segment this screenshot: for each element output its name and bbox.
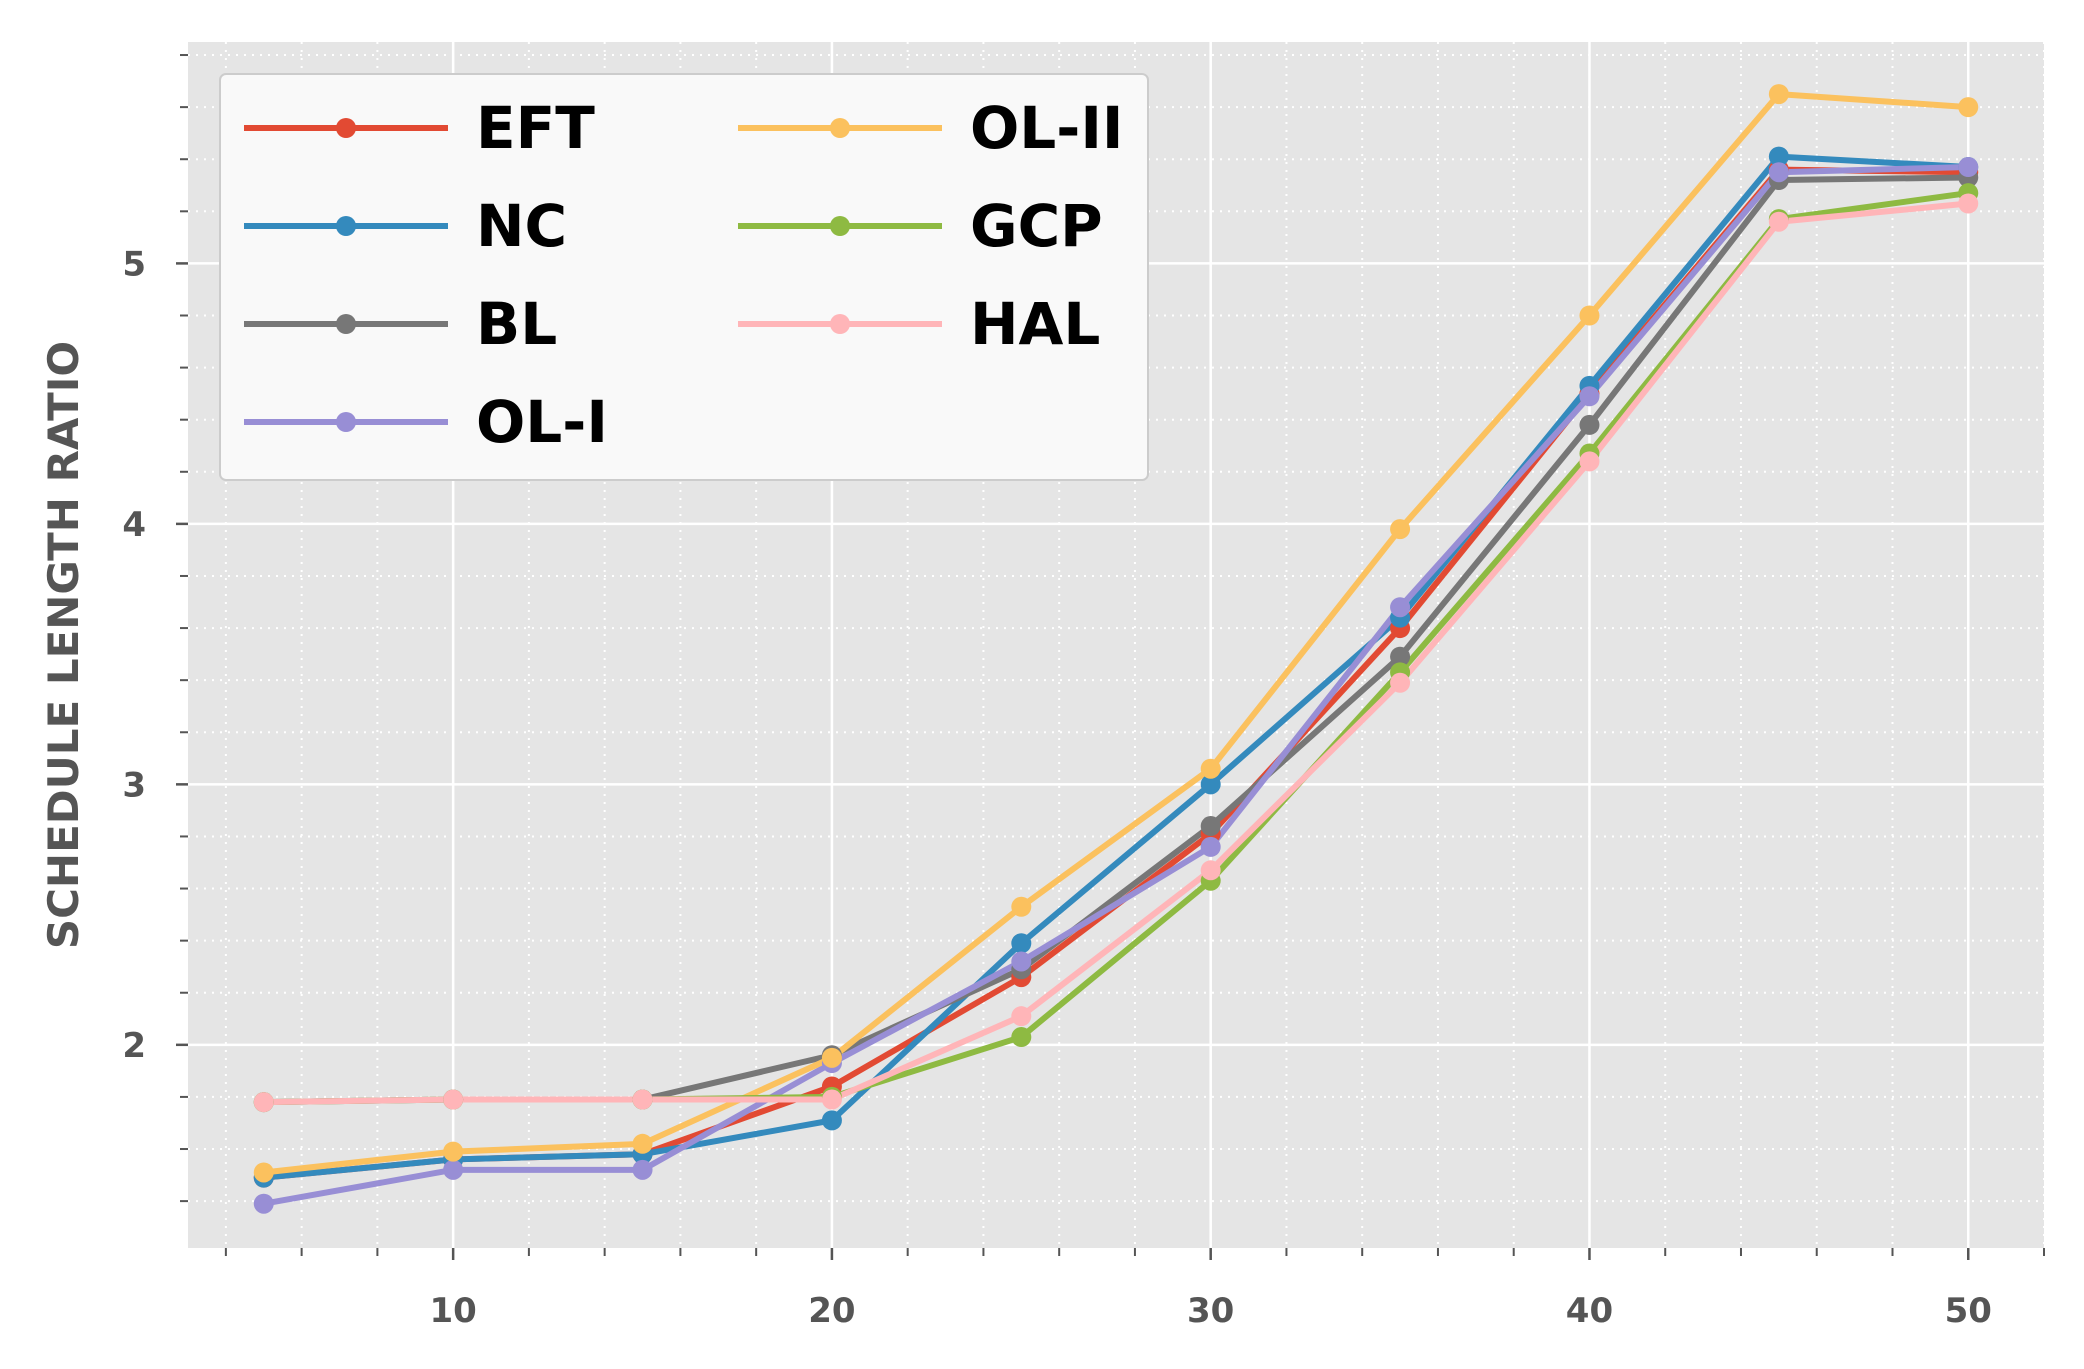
legend-swatch-marker-nc [336,216,356,236]
legend-label-eft: EFT [476,94,595,162]
legend-box [219,73,1149,481]
legend-label-bl: BL [476,290,557,358]
data-point-ol-ii [1390,519,1411,540]
axis-ticks [176,54,2045,1260]
x-tick-label: 10 [429,1291,476,1331]
y-tick-label: 2 [122,1026,146,1066]
y-axis-title: SCHEDULE LENGTH RATIO [39,341,88,949]
data-point-hal [1011,1006,1032,1027]
x-tick-label: 30 [1187,1291,1234,1331]
series-lines [260,91,1972,1207]
data-point-ol-ii [1579,305,1600,326]
series-line-nc [260,153,1972,1181]
data-point-bl [1579,414,1600,435]
data-point-ol-i [1390,597,1411,618]
data-point-hal [1768,211,1789,232]
x-tick-label: 50 [1945,1291,1992,1331]
data-point-ol-i [443,1159,464,1180]
legend-swatch-marker-bl [336,314,356,334]
data-point-nc [821,1110,842,1131]
data-point-ol-ii [1958,97,1979,118]
data-point-ol-ii [1200,758,1221,779]
legend-swatch-marker-eft [336,118,356,138]
legend-label-gcp: GCP [970,192,1103,260]
data-point-gcp [1011,1027,1032,1048]
data-point-ol-ii [1011,896,1032,917]
data-point-ol-i [253,1193,274,1214]
data-point-ol-i [1011,951,1032,972]
x-tick-label: 40 [1566,1291,1613,1331]
y-tick-label: 4 [122,505,146,545]
data-point-ol-i [632,1159,653,1180]
data-point-ol-i [1579,386,1600,407]
data-point-nc [1011,933,1032,954]
data-point-hal [443,1089,464,1110]
legend-items: EFT NC BL OL-I OL-II GCP HAL [244,94,1124,456]
data-point-hal [821,1089,842,1110]
legend-swatch-marker-gcp [830,216,850,236]
y-tick-label: 5 [122,244,146,284]
data-point-ol-ii [1768,84,1789,105]
data-point-nc [1200,774,1221,795]
legend-label-ol-ii: OL-II [970,94,1124,162]
data-point-hal [1958,193,1979,214]
data-point-hal [632,1089,653,1110]
data-point-ol-ii [821,1047,842,1068]
data-point-hal [253,1092,274,1113]
y-tick-label: 3 [122,765,146,805]
legend-swatch-marker-ol-i [336,412,356,432]
data-point-bl [1390,646,1411,667]
data-point-ol-i [1768,162,1789,183]
data-point-ol-ii [632,1133,653,1154]
data-point-ol-i [1958,157,1979,178]
legend-label-hal: HAL [970,290,1100,358]
series-line-hal [260,200,1972,1106]
legend-swatch-marker-ol-ii [830,118,850,138]
series-line-ol-ii [260,91,1972,1176]
legend-label-nc: NC [476,192,567,260]
data-point-ol-ii [253,1162,274,1183]
data-point-ol-i [1200,836,1221,857]
legend-label-ol-i: OL-I [476,388,608,456]
x-tick-labels: 10 20 30 40 50 [429,1291,1991,1331]
data-point-nc [1768,146,1789,167]
y-tick-labels: 2 3 4 5 [122,244,146,1065]
series-points [253,84,1979,1214]
data-point-bl [1200,816,1221,837]
data-point-ol-ii [443,1141,464,1162]
legend-swatch-marker-hal [830,314,850,334]
series-line-ol-i [260,164,1972,1207]
data-point-hal [1390,672,1411,693]
data-point-hal [1579,451,1600,472]
x-tick-label: 20 [808,1291,855,1331]
legend: EFT NC BL OL-I OL-II GCP HAL [219,73,1149,481]
data-point-hal [1200,860,1221,881]
